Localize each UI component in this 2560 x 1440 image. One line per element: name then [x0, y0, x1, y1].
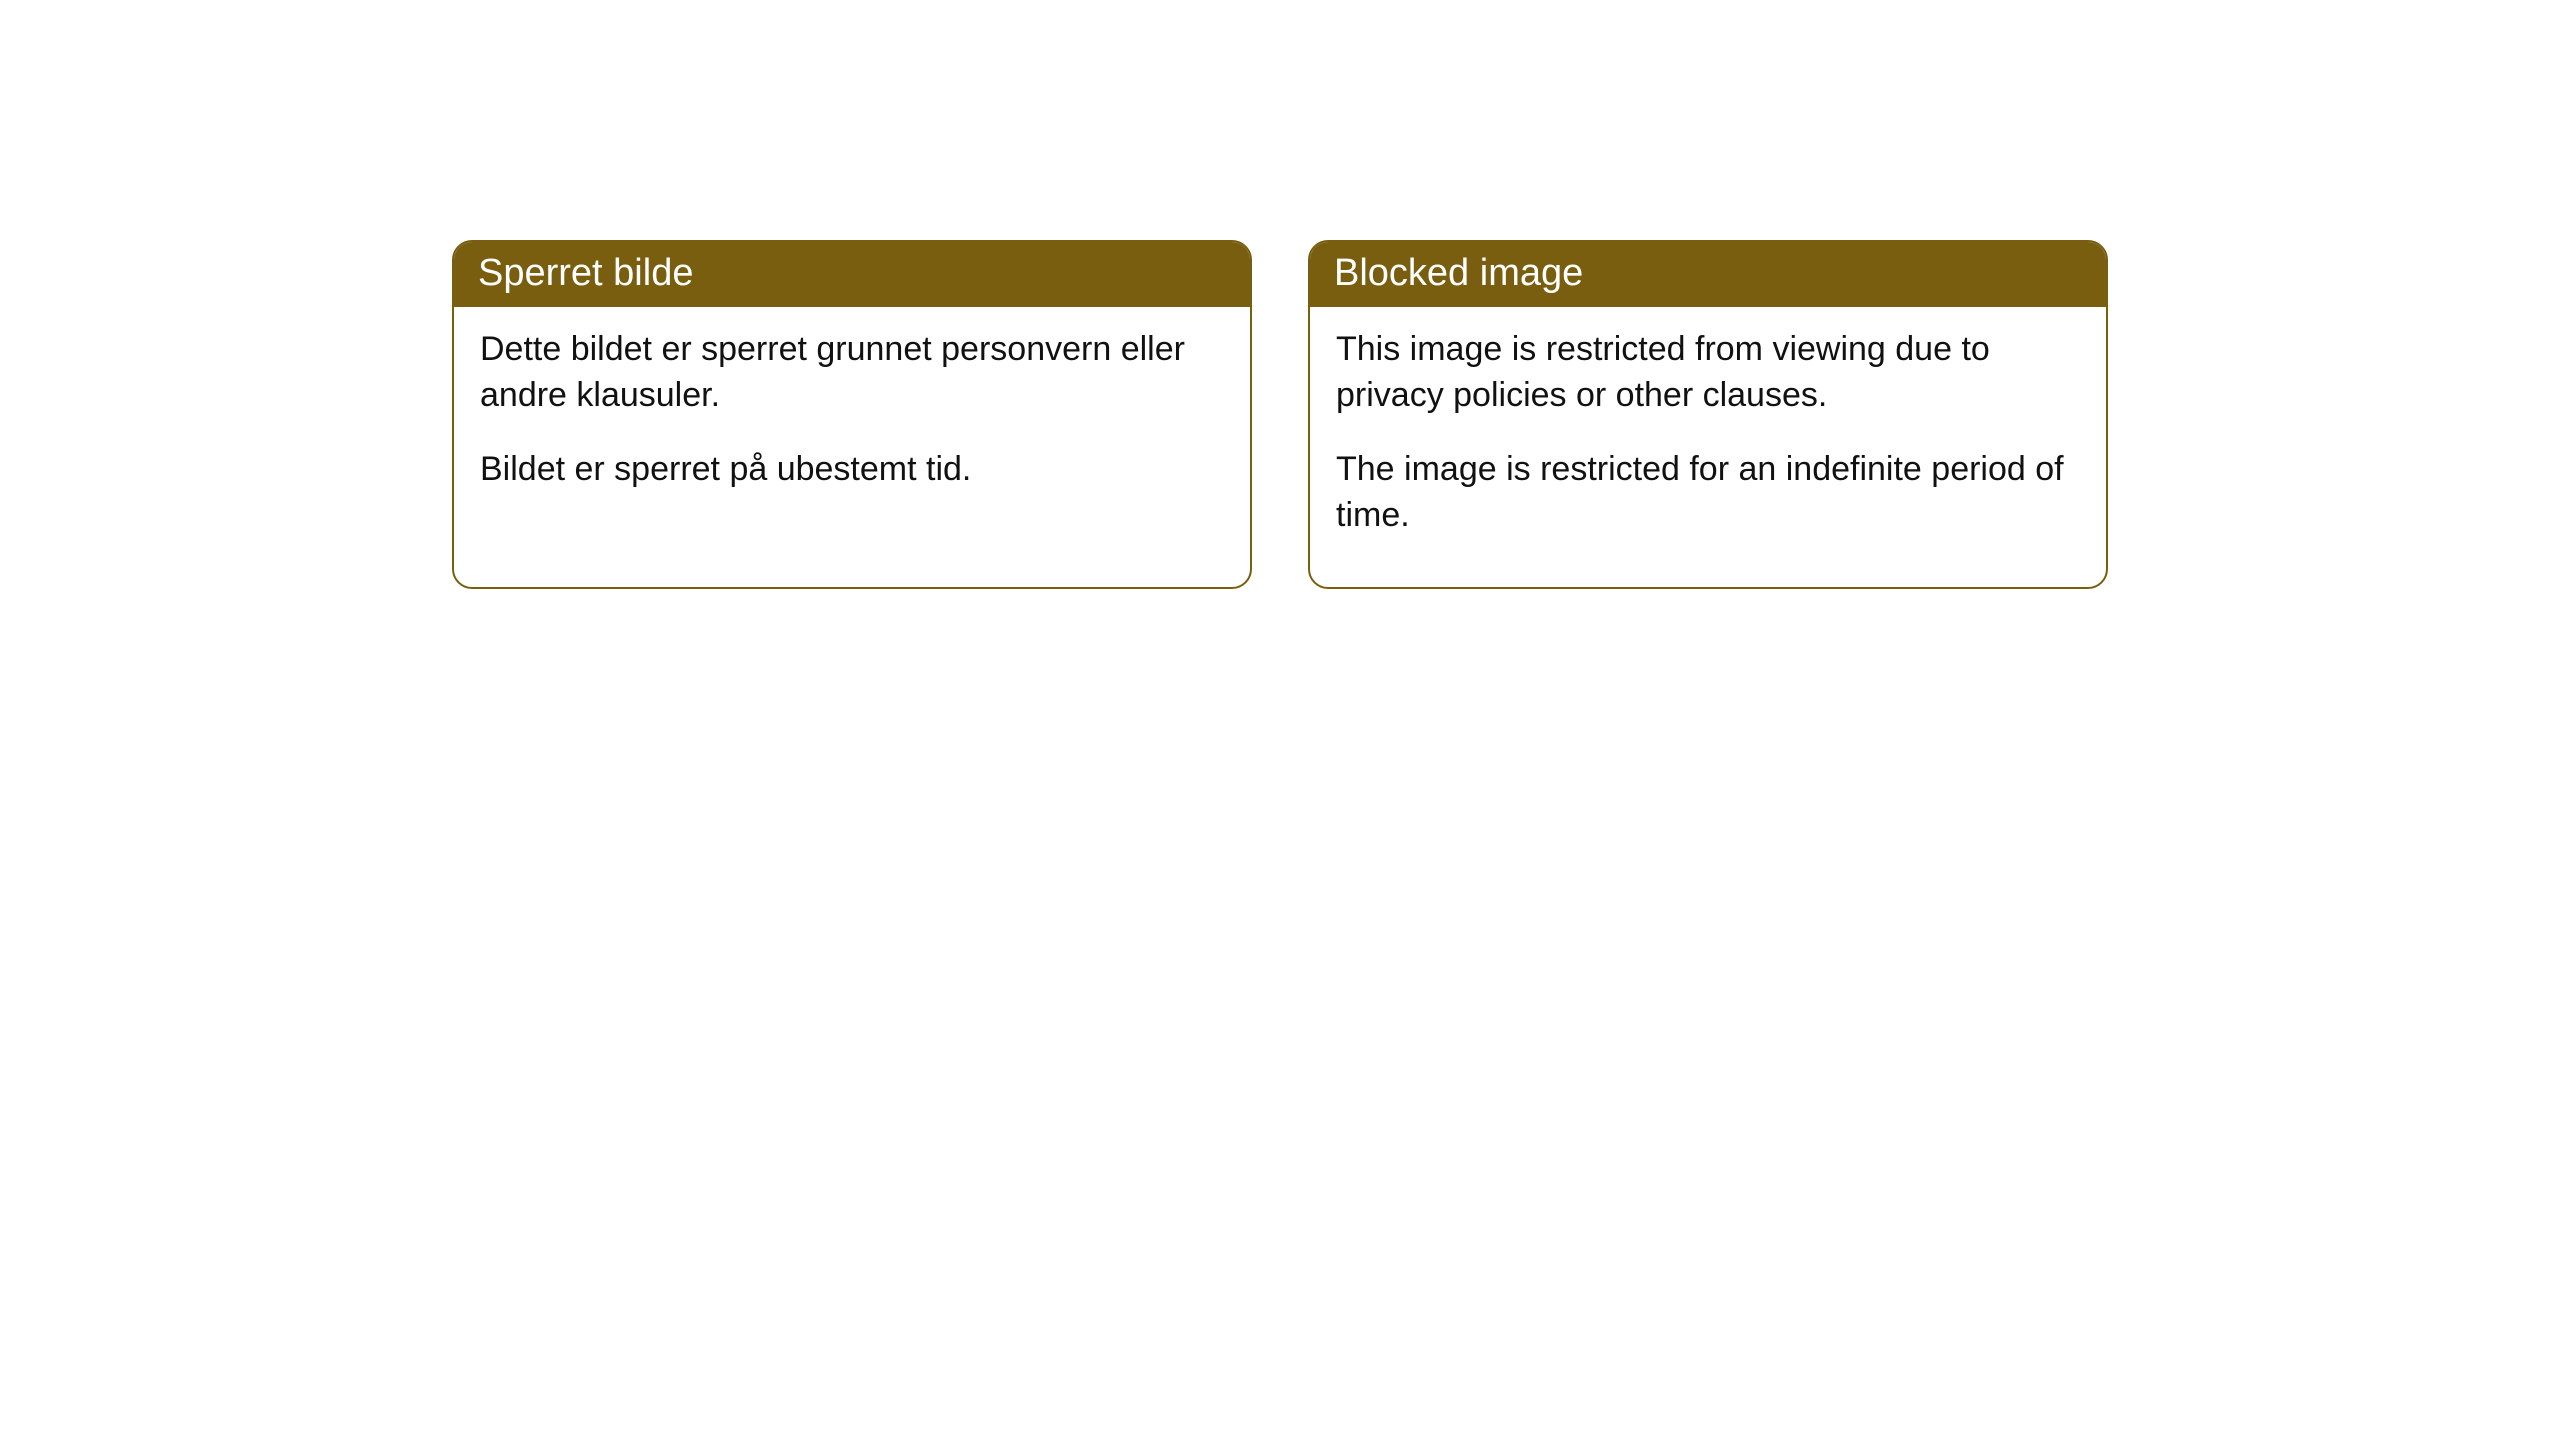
card-header-norwegian: Sperret bilde [454, 242, 1250, 307]
card-paragraph: Bildet er sperret på ubestemt tid. [480, 447, 1224, 493]
card-english: Blocked image This image is restricted f… [1308, 240, 2108, 589]
card-paragraph: The image is restricted for an indefinit… [1336, 447, 2080, 539]
card-body-norwegian: Dette bildet er sperret grunnet personve… [454, 307, 1250, 541]
card-norwegian: Sperret bilde Dette bildet er sperret gr… [452, 240, 1252, 589]
cards-container: Sperret bilde Dette bildet er sperret gr… [452, 240, 2560, 589]
card-paragraph: This image is restricted from viewing du… [1336, 327, 2080, 419]
card-paragraph: Dette bildet er sperret grunnet personve… [480, 327, 1224, 419]
card-body-english: This image is restricted from viewing du… [1310, 307, 2106, 587]
card-header-english: Blocked image [1310, 242, 2106, 307]
